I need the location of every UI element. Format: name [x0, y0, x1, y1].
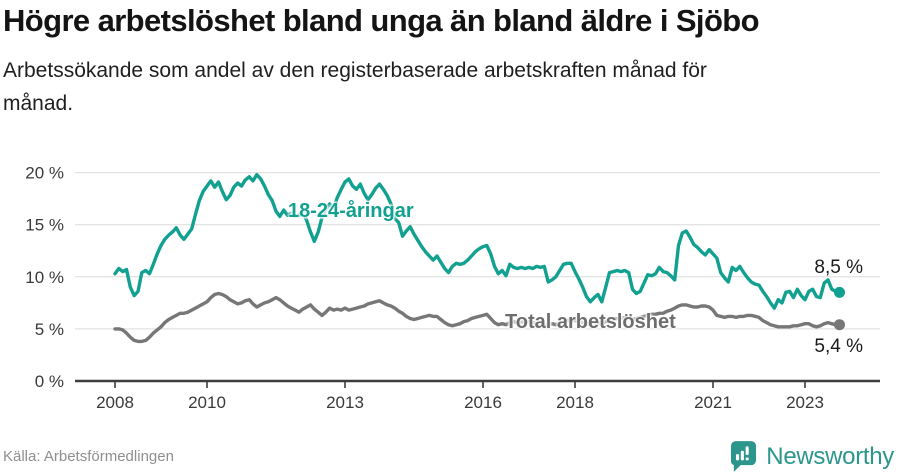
y-tick-label: 20 %: [25, 164, 64, 183]
youth-end-dot: [834, 286, 845, 298]
page-title: Högre arbetslöshet bland unga än bland ä…: [3, 3, 760, 38]
x-tick-label: 2018: [556, 393, 594, 412]
youth-series-line: [113, 172, 842, 310]
source-attribution: Källa: Arbetsförmedlingen: [3, 448, 174, 465]
youth-series-label: 18-24-åringar: [288, 200, 414, 222]
page-subtitle: Arbetssökande som andel av den registerb…: [3, 59, 707, 115]
total-series-label: Total arbetslöshet: [505, 311, 676, 333]
x-tick-label: 2013: [326, 393, 364, 412]
y-tick-label: 0 %: [35, 372, 64, 391]
total-end-dot: [834, 319, 845, 331]
x-tick-label: 2023: [786, 393, 824, 412]
newsworthy-logo-icon: [731, 441, 757, 472]
newsworthy-brand: Newsworthy: [730, 440, 894, 473]
y-tick-label: 15 %: [25, 216, 64, 235]
x-tick-label: 2008: [96, 393, 134, 412]
y-tick-label: 10 %: [25, 268, 64, 287]
x-tick-label: 2021: [694, 393, 732, 412]
y-tick-label: 5 %: [35, 320, 64, 339]
youth-end-value-label: 8,5 %: [814, 257, 863, 278]
x-tick-label: 2010: [188, 393, 226, 412]
total-series-line: [113, 291, 842, 344]
newsworthy-wordmark: Newsworthy: [766, 442, 894, 470]
x-tick-label: 2016: [464, 393, 502, 412]
total-end-value-label: 5,4 %: [814, 336, 863, 357]
